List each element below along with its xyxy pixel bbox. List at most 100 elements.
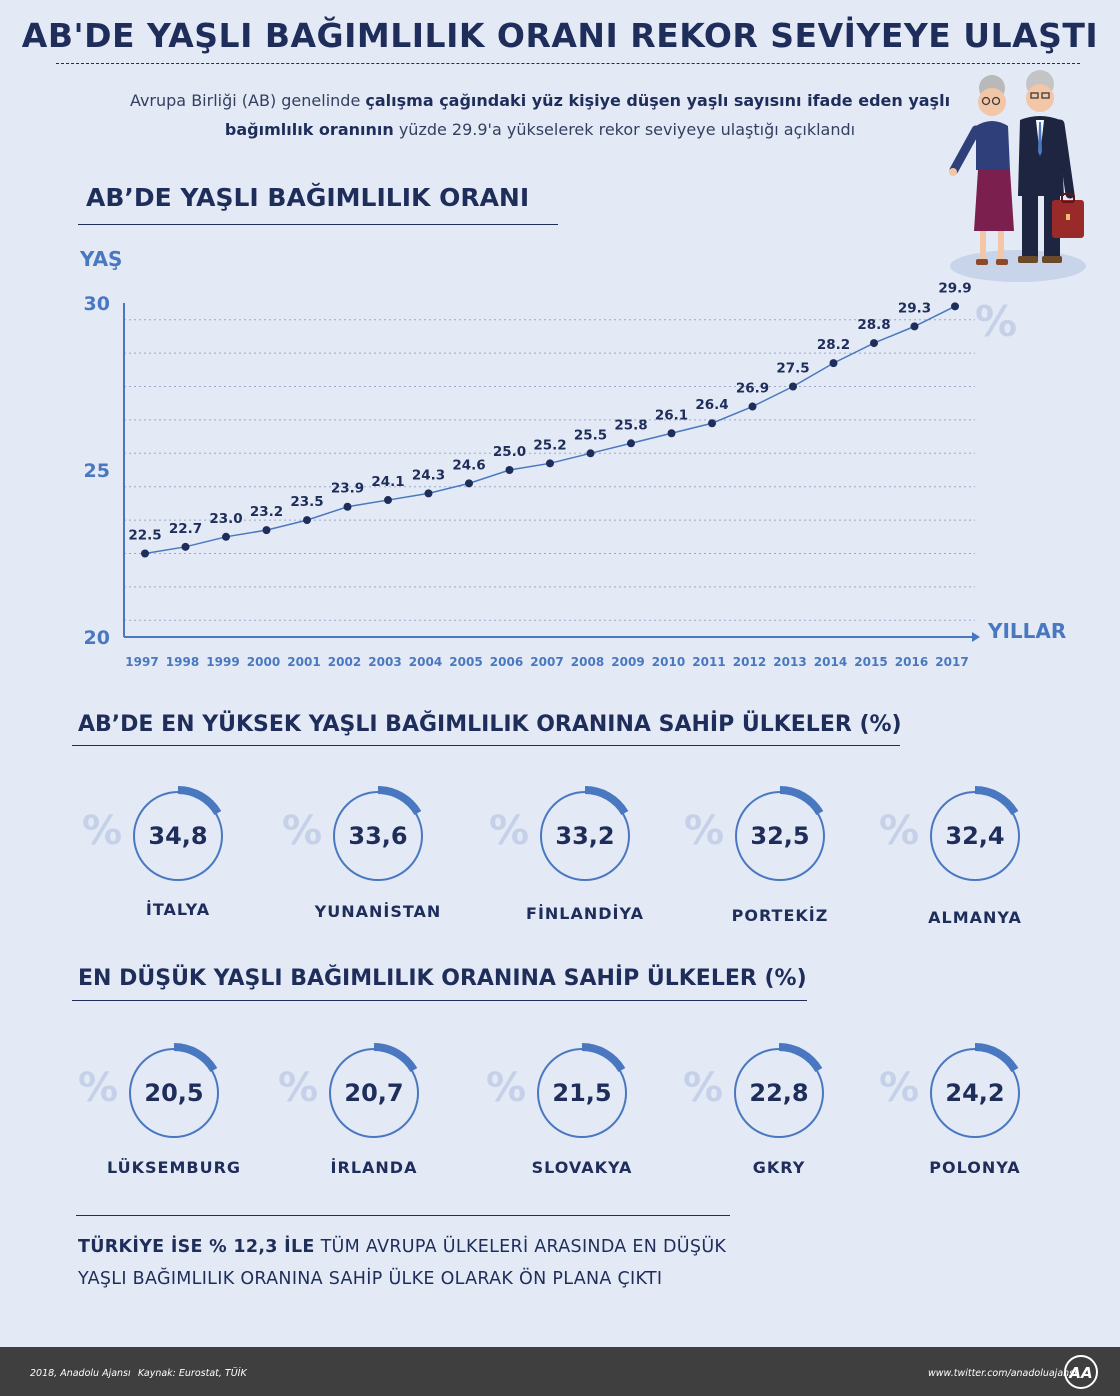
percent-glyph: % xyxy=(879,808,920,854)
data-point xyxy=(951,302,959,311)
data-label: 23.2 xyxy=(250,504,283,520)
data-label: 27.5 xyxy=(776,361,809,377)
percent-glyph: % xyxy=(486,1065,527,1111)
gauge-value: 22,8 xyxy=(749,1079,809,1107)
highest-title-rule xyxy=(72,745,900,746)
country-name: GKRY xyxy=(752,1158,806,1177)
data-label: 25.2 xyxy=(533,437,566,453)
data-label: 22.7 xyxy=(169,521,202,537)
percent-glyph: % xyxy=(278,1065,319,1111)
percent-glyph: % xyxy=(82,808,123,854)
gauge-ring xyxy=(329,1043,419,1138)
gauge-arc xyxy=(177,786,222,816)
data-point xyxy=(708,419,716,428)
data-point xyxy=(748,402,757,411)
gauge-ring xyxy=(735,786,825,881)
x-tick-label: 2012 xyxy=(733,655,766,669)
x-tick-label: 2002 xyxy=(328,655,361,669)
data-label: 26.4 xyxy=(695,397,728,413)
gauge-circle xyxy=(734,1048,824,1138)
country-name: İRLANDA xyxy=(330,1158,418,1177)
gauge-circle xyxy=(133,791,223,881)
gauge: 32,5 xyxy=(730,786,830,886)
x-tick-label: 2017 xyxy=(935,655,968,669)
x-tick-label: 2011 xyxy=(692,655,725,669)
data-label: 23.0 xyxy=(209,511,242,527)
data-label: 24.6 xyxy=(452,457,485,473)
data-point xyxy=(262,526,271,535)
percent-glyph: % xyxy=(879,1065,920,1111)
percent-glyph: % xyxy=(489,808,530,854)
footer: 2018, Anadolu Ajansı Kaynak: Eurostat, T… xyxy=(0,1347,1120,1396)
aa-logo-icon: AA xyxy=(1064,1355,1098,1389)
title-divider xyxy=(56,63,1080,64)
gauge-ring xyxy=(333,786,423,881)
data-point xyxy=(546,459,554,468)
data-point xyxy=(627,439,635,448)
intro-bold1: çalışma çağındaki yüz kişiye düşen yaşlı… xyxy=(365,91,951,110)
data-label: 28.2 xyxy=(817,337,850,353)
gauge-value: 21,5 xyxy=(552,1079,612,1107)
country-name: PORTEKİZ xyxy=(731,906,829,925)
gauge-arc xyxy=(377,786,422,816)
country-name: SLOVAKYA xyxy=(531,1158,633,1177)
x-tick-label: 2008 xyxy=(571,655,604,669)
gauge-value: 33,2 xyxy=(555,822,615,850)
gauge: 32,4 xyxy=(925,786,1025,886)
line-chart: 20 25 30 YAŞ YILLAR% 22.5 1997 22.7 1998 23.0 1999… xyxy=(79,247,1066,669)
data-label: 28.8 xyxy=(857,317,890,333)
x-tick-label: 2007 xyxy=(530,655,563,669)
turkey-bold: TÜRKİYE İSE % 12,3 İLE xyxy=(78,1237,315,1257)
x-tick-label: 1998 xyxy=(166,655,199,669)
x-tick-label: 2004 xyxy=(409,655,442,669)
turkey-note: TÜRKİYE İSE % 12,3 İLE TÜM AVRUPA ÜLKELE… xyxy=(78,1231,758,1295)
data-point xyxy=(424,489,433,498)
data-label: 25.5 xyxy=(574,427,607,443)
x-tick-label: 2014 xyxy=(814,655,847,669)
data-label: 23.9 xyxy=(331,481,364,497)
gauge-value: 20,7 xyxy=(344,1079,404,1107)
gauge-circle xyxy=(333,791,423,881)
data-label: 26.9 xyxy=(736,381,769,397)
x-tick-label: 2006 xyxy=(490,655,523,669)
intro-bold2: bağımlılık oranının xyxy=(224,120,394,139)
data-point xyxy=(222,532,230,541)
data-point xyxy=(465,479,473,488)
gauge: 20,7 xyxy=(324,1043,424,1143)
percent-glyph: % xyxy=(684,808,725,854)
intro-part2: yüzde 29.9'a yükselerek rekor seviyeye u… xyxy=(393,120,856,139)
percent-glyph: % xyxy=(683,1065,724,1111)
data-point xyxy=(343,502,352,511)
chart-title: AB’DE YAŞLI BAĞIMLILIK ORANI xyxy=(86,183,530,212)
gauge: 33,6 xyxy=(328,786,428,886)
country-name: İTALYA xyxy=(145,900,211,919)
x-axis-label: YILLAR xyxy=(987,619,1066,643)
x-tick-label: 1997 xyxy=(125,655,158,669)
y-axis-label: YAŞ xyxy=(79,247,122,271)
data-point xyxy=(829,359,838,368)
gauge-ring xyxy=(133,786,223,881)
gauge-arc xyxy=(173,1043,218,1073)
footer-twitter[interactable]: www.twitter.com/anadoluajansi xyxy=(928,1368,1077,1379)
gauge-arc xyxy=(778,1043,823,1073)
gauge-circle xyxy=(540,791,630,881)
highest-title: AB’DE EN YÜKSEK YAŞLI BAĞIMLILIK ORANINA… xyxy=(78,712,902,737)
x-axis-arrow xyxy=(972,632,980,642)
intro-text: Avrupa Birliği (AB) genelinde çalışma ça… xyxy=(110,86,970,144)
x-tick-label: 2001 xyxy=(287,655,320,669)
data-point xyxy=(141,549,149,558)
gauge: 20,5 xyxy=(124,1043,224,1143)
data-point xyxy=(384,496,392,505)
turkey-line1: TÜM AVRUPA ÜLKELERİ ARASINDA EN DÜŞÜK xyxy=(314,1237,727,1257)
gauge-circle xyxy=(930,1048,1020,1138)
data-point xyxy=(667,429,676,438)
country-name: ALMANYA xyxy=(928,908,1022,927)
turkey-divider xyxy=(76,1215,730,1216)
y-tick-label: 25 xyxy=(84,460,110,482)
gauge-circle xyxy=(129,1048,219,1138)
x-tick-label: 2003 xyxy=(368,655,401,669)
gauge-ring xyxy=(930,1043,1020,1138)
x-tick-label: 2013 xyxy=(773,655,806,669)
percent-glyph: % xyxy=(282,808,323,854)
gauge-value: 32,4 xyxy=(945,822,1005,850)
